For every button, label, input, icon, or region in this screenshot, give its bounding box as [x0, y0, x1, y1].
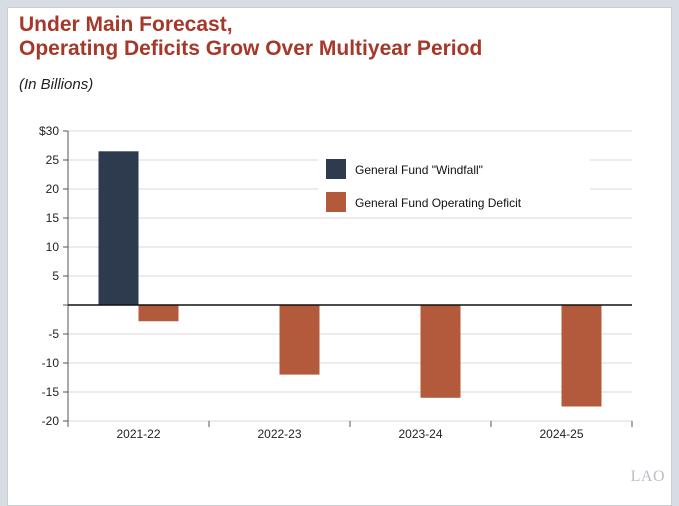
- y-tick-label: $30: [39, 124, 59, 138]
- y-tick-label: 10: [46, 240, 60, 254]
- bar: [279, 305, 320, 375]
- legend-box: [318, 155, 590, 217]
- chart-title: Under Main Forecast, Operating Deficits …: [19, 13, 482, 61]
- x-tick-label: 2022-23: [257, 427, 301, 441]
- y-tick-label: -20: [42, 414, 60, 428]
- chart-title-line2: Operating Deficits Grow Over Multiyear P…: [19, 37, 483, 60]
- y-tick-label: -5: [48, 327, 59, 341]
- lao-logo: LAO: [630, 468, 665, 485]
- x-tick-label: 2024-25: [539, 427, 583, 441]
- y-tick-label: -15: [42, 385, 60, 399]
- bar: [138, 305, 179, 322]
- x-tick-label: 2021-22: [116, 427, 160, 441]
- bar: [420, 305, 461, 398]
- legend-label: General Fund "Windfall": [355, 163, 483, 177]
- legend-swatch: [326, 159, 346, 179]
- legend-label: General Fund Operating Deficit: [355, 196, 522, 210]
- bar: [98, 151, 139, 305]
- bar: [561, 305, 602, 407]
- y-tick-label: -10: [42, 356, 60, 370]
- y-tick-label: 15: [46, 211, 60, 225]
- y-tick-label: 5: [52, 269, 59, 283]
- chart-title-line1: Under Main Forecast,: [19, 13, 233, 36]
- x-tick-label: 2023-24: [398, 427, 442, 441]
- legend-swatch: [326, 192, 346, 212]
- y-tick-label: 20: [46, 182, 60, 196]
- y-tick-label: 25: [46, 153, 60, 167]
- chart-subtitle: (In Billions): [19, 76, 94, 93]
